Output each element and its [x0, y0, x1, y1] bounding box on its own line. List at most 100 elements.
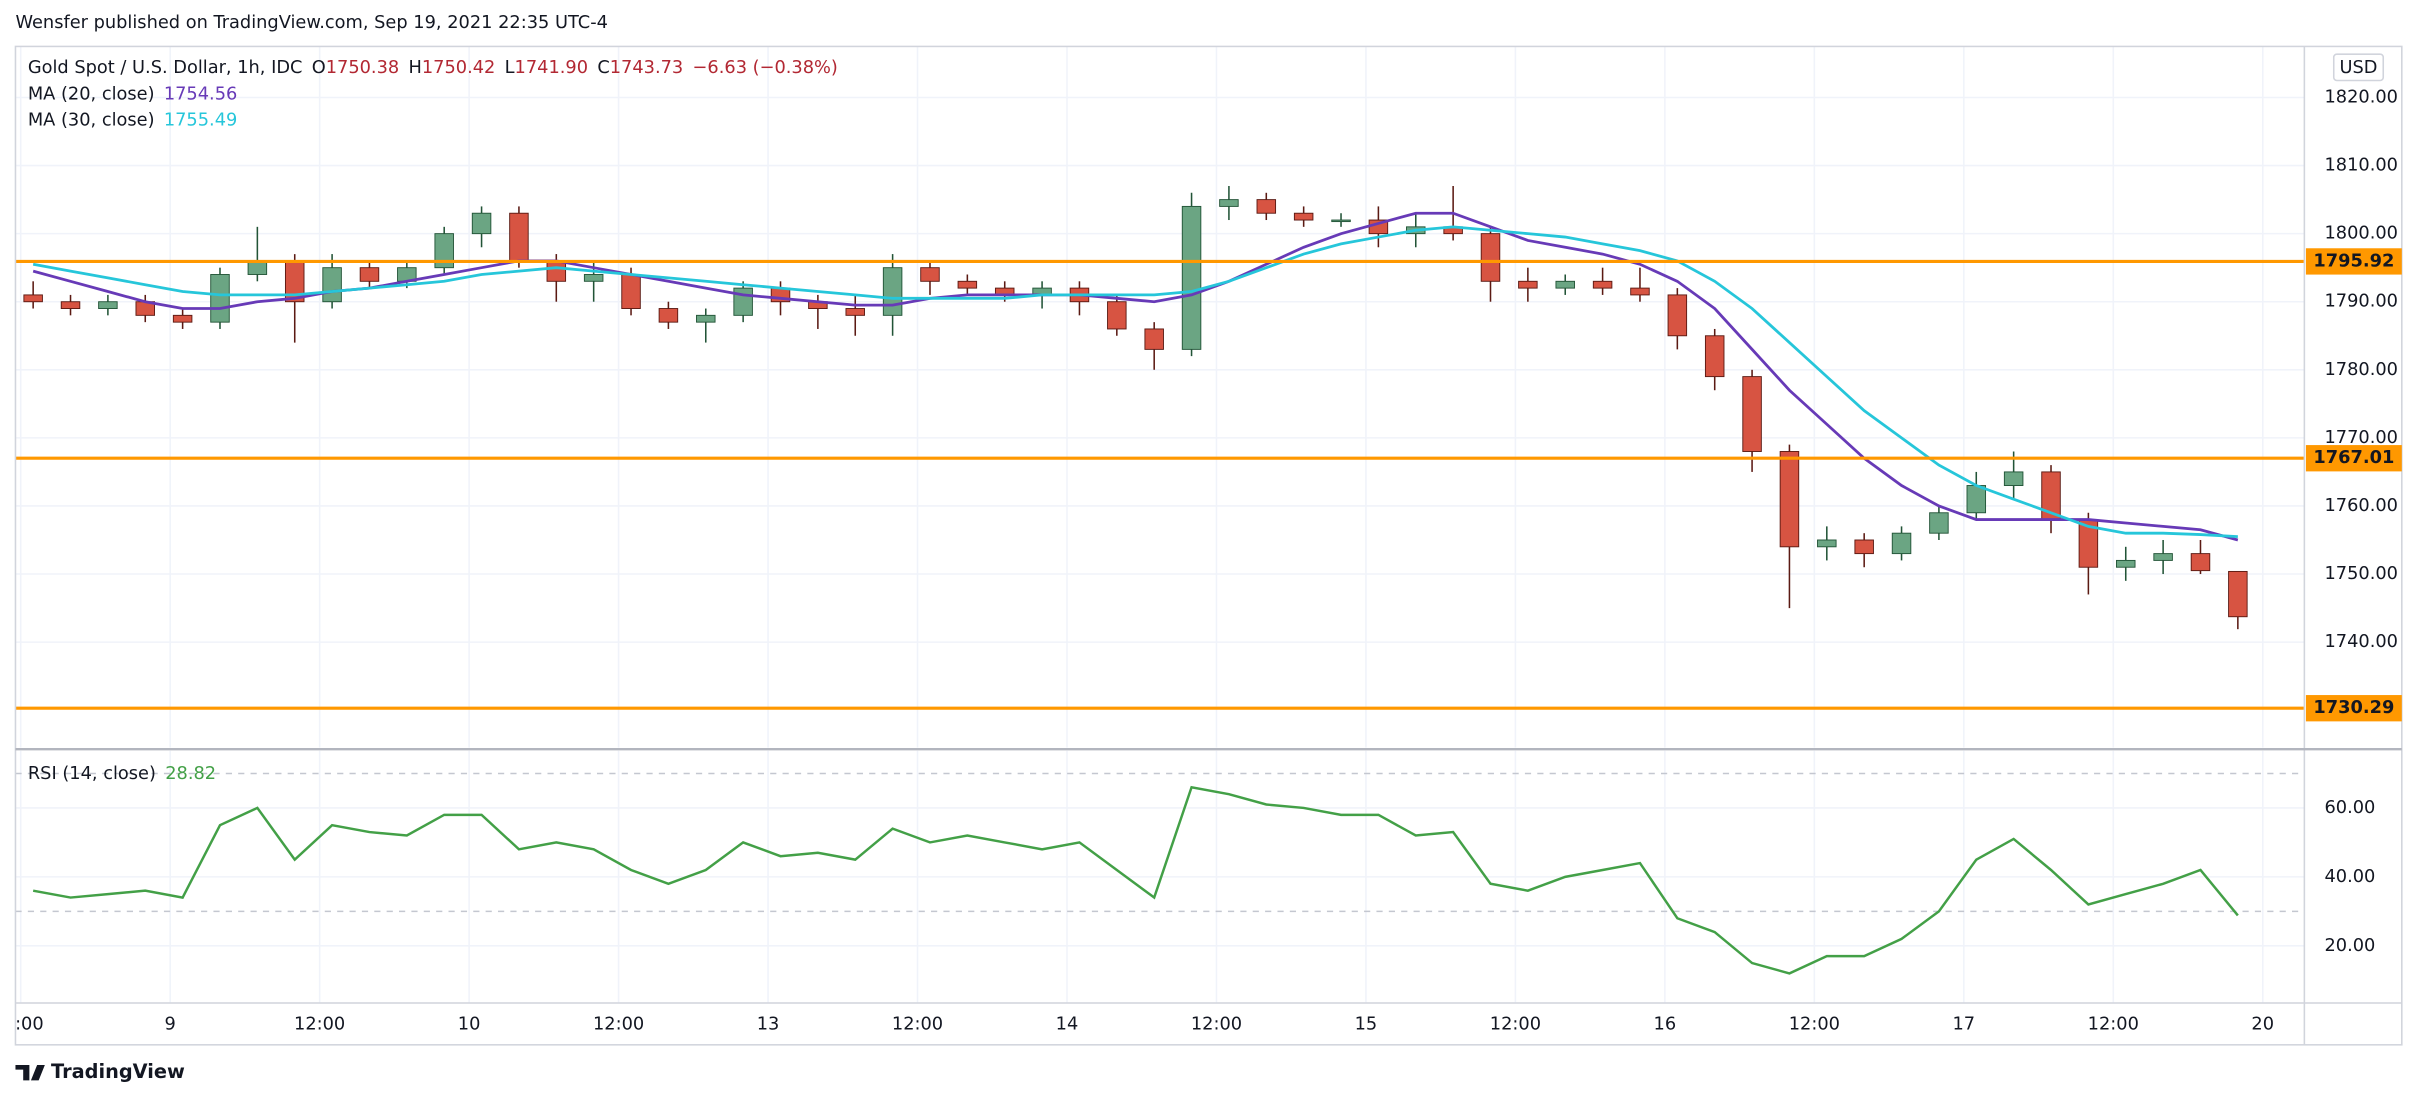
indicator-name: RSI (14, close) [28, 763, 156, 784]
candle-body [471, 212, 492, 235]
level-label: 1730.29 [2313, 697, 2394, 718]
candle-body [2190, 553, 2211, 572]
indicator-value: 1754.56 [164, 83, 237, 104]
change: −6.63 (−0.38%) [693, 57, 838, 78]
candle-body [1107, 301, 1127, 330]
candle-body [1256, 199, 1277, 214]
x-tick-label: 16 [1654, 1014, 1677, 1035]
candle-body [1630, 287, 1650, 296]
ohlc-label: C [597, 57, 609, 78]
candle-body [1929, 512, 1949, 534]
y-tick-label: 1820.00 [2324, 86, 2397, 107]
x-tick-label: 12:00 [1789, 1014, 1840, 1035]
candle-body [696, 314, 716, 323]
candle-body [1592, 280, 1613, 289]
level-label: 1767.01 [2313, 447, 2394, 468]
level-label-box [2305, 445, 2402, 472]
candle-body [2153, 553, 2173, 561]
indicator-legend: MA (20, close) 1754.56 [28, 83, 237, 104]
level-label-box [2305, 248, 2402, 275]
candle-body [1966, 485, 1987, 514]
x-tick-label: 9 [165, 1014, 176, 1035]
candle-body [1555, 280, 1575, 289]
x-tick-label: 12:00 [892, 1014, 943, 1035]
candle-body [98, 301, 118, 309]
candle-body [1518, 280, 1538, 289]
publisher-line: Wensfer published on TradingView.com, Se… [15, 12, 607, 33]
x-tick-label: 12:00 [2088, 1014, 2139, 1035]
y-tick-label: 1760.00 [2324, 495, 2397, 516]
x-tick-label: 10 [458, 1014, 481, 1035]
ohlc-value: 1750.38 [326, 57, 399, 78]
moving-average [32, 211, 2239, 542]
candle-body [1817, 539, 1837, 548]
candle-body [621, 274, 641, 309]
candle-body [1742, 376, 1762, 452]
ohlc-label: H [408, 57, 421, 78]
brand-name: TradingView [51, 1060, 185, 1083]
symbol-legend: Gold Spot / U.S. Dollar, 1h, IDC O1750.38… [28, 57, 838, 78]
x-tick-label: 15 [1355, 1014, 1378, 1035]
y-tick-label: 20.00 [2324, 935, 2375, 956]
candle-body [583, 274, 604, 282]
candle-body [546, 260, 567, 282]
candle-body [322, 267, 342, 303]
x-tick-label: 14 [1056, 1014, 1079, 1035]
candle-body [882, 267, 903, 316]
candle-body [509, 212, 529, 262]
indicator-value: 28.82 [165, 763, 216, 784]
x-tick-label: :00 [15, 1014, 44, 1035]
x-tick-label: 12:00 [1490, 1014, 1541, 1035]
indicator-name: MA (20, close) [28, 83, 155, 104]
candle-body [845, 308, 865, 316]
candle-body [1854, 539, 1874, 555]
candle-body [1704, 335, 1725, 378]
candle-body [210, 274, 230, 323]
x-tick-label: 17 [1953, 1014, 1976, 1035]
brand: TradingView [15, 1060, 185, 1083]
candle-body [1331, 219, 1351, 223]
candle-body [60, 301, 81, 309]
chart-frame [14, 45, 2403, 1046]
symbol-title: Gold Spot / U.S. Dollar, 1h, IDC [28, 57, 303, 78]
candle-body [1144, 328, 1164, 350]
candle-body [2228, 570, 2248, 618]
ohlc-label: O [312, 57, 326, 78]
level-label-box [2305, 695, 2402, 722]
y-tick-label: 1740.00 [2324, 631, 2397, 652]
candle-body [920, 267, 940, 282]
x-tick-label: 12:00 [593, 1014, 644, 1035]
grid [15, 46, 2305, 1004]
moving-average [32, 225, 2238, 538]
currency: USD [2340, 57, 2378, 78]
x-tick-label: 20 [2251, 1014, 2274, 1035]
indicator-legend: RSI (14, close) 28.82 [28, 763, 216, 784]
candle-body [23, 294, 43, 303]
y-tick-label: 1800.00 [2324, 223, 2397, 244]
candle-body [1891, 532, 1912, 555]
ohlc-value: 1741.90 [515, 57, 588, 78]
y-tick-label: 40.00 [2324, 866, 2375, 887]
candle-body [2116, 559, 2136, 568]
indicator-name: MA (30, close) [28, 110, 155, 131]
level-label: 1795.92 [2313, 250, 2394, 271]
candle-body [1480, 233, 1501, 282]
ohlc-value: 1743.73 [610, 57, 683, 78]
candle-body [2003, 471, 2024, 486]
y-tick-label: 1750.00 [2324, 563, 2397, 584]
indicator-legend: MA (30, close) 1755.49 [28, 110, 237, 131]
candle-body [172, 314, 193, 323]
candle-body [1779, 451, 1800, 548]
candle-body [434, 233, 454, 269]
currency-box[interactable] [2332, 53, 2385, 82]
y-tick-label: 1770.00 [2324, 427, 2397, 448]
x-tick-label: 12:00 [1191, 1014, 1242, 1035]
y-tick-label: 1790.00 [2324, 291, 2397, 312]
brand-logo [15, 1064, 45, 1081]
indicator-value: 1755.49 [164, 110, 237, 131]
y-tick-label: 60.00 [2324, 797, 2375, 818]
candle-body [1293, 212, 1314, 221]
candle-body [1219, 199, 1239, 207]
